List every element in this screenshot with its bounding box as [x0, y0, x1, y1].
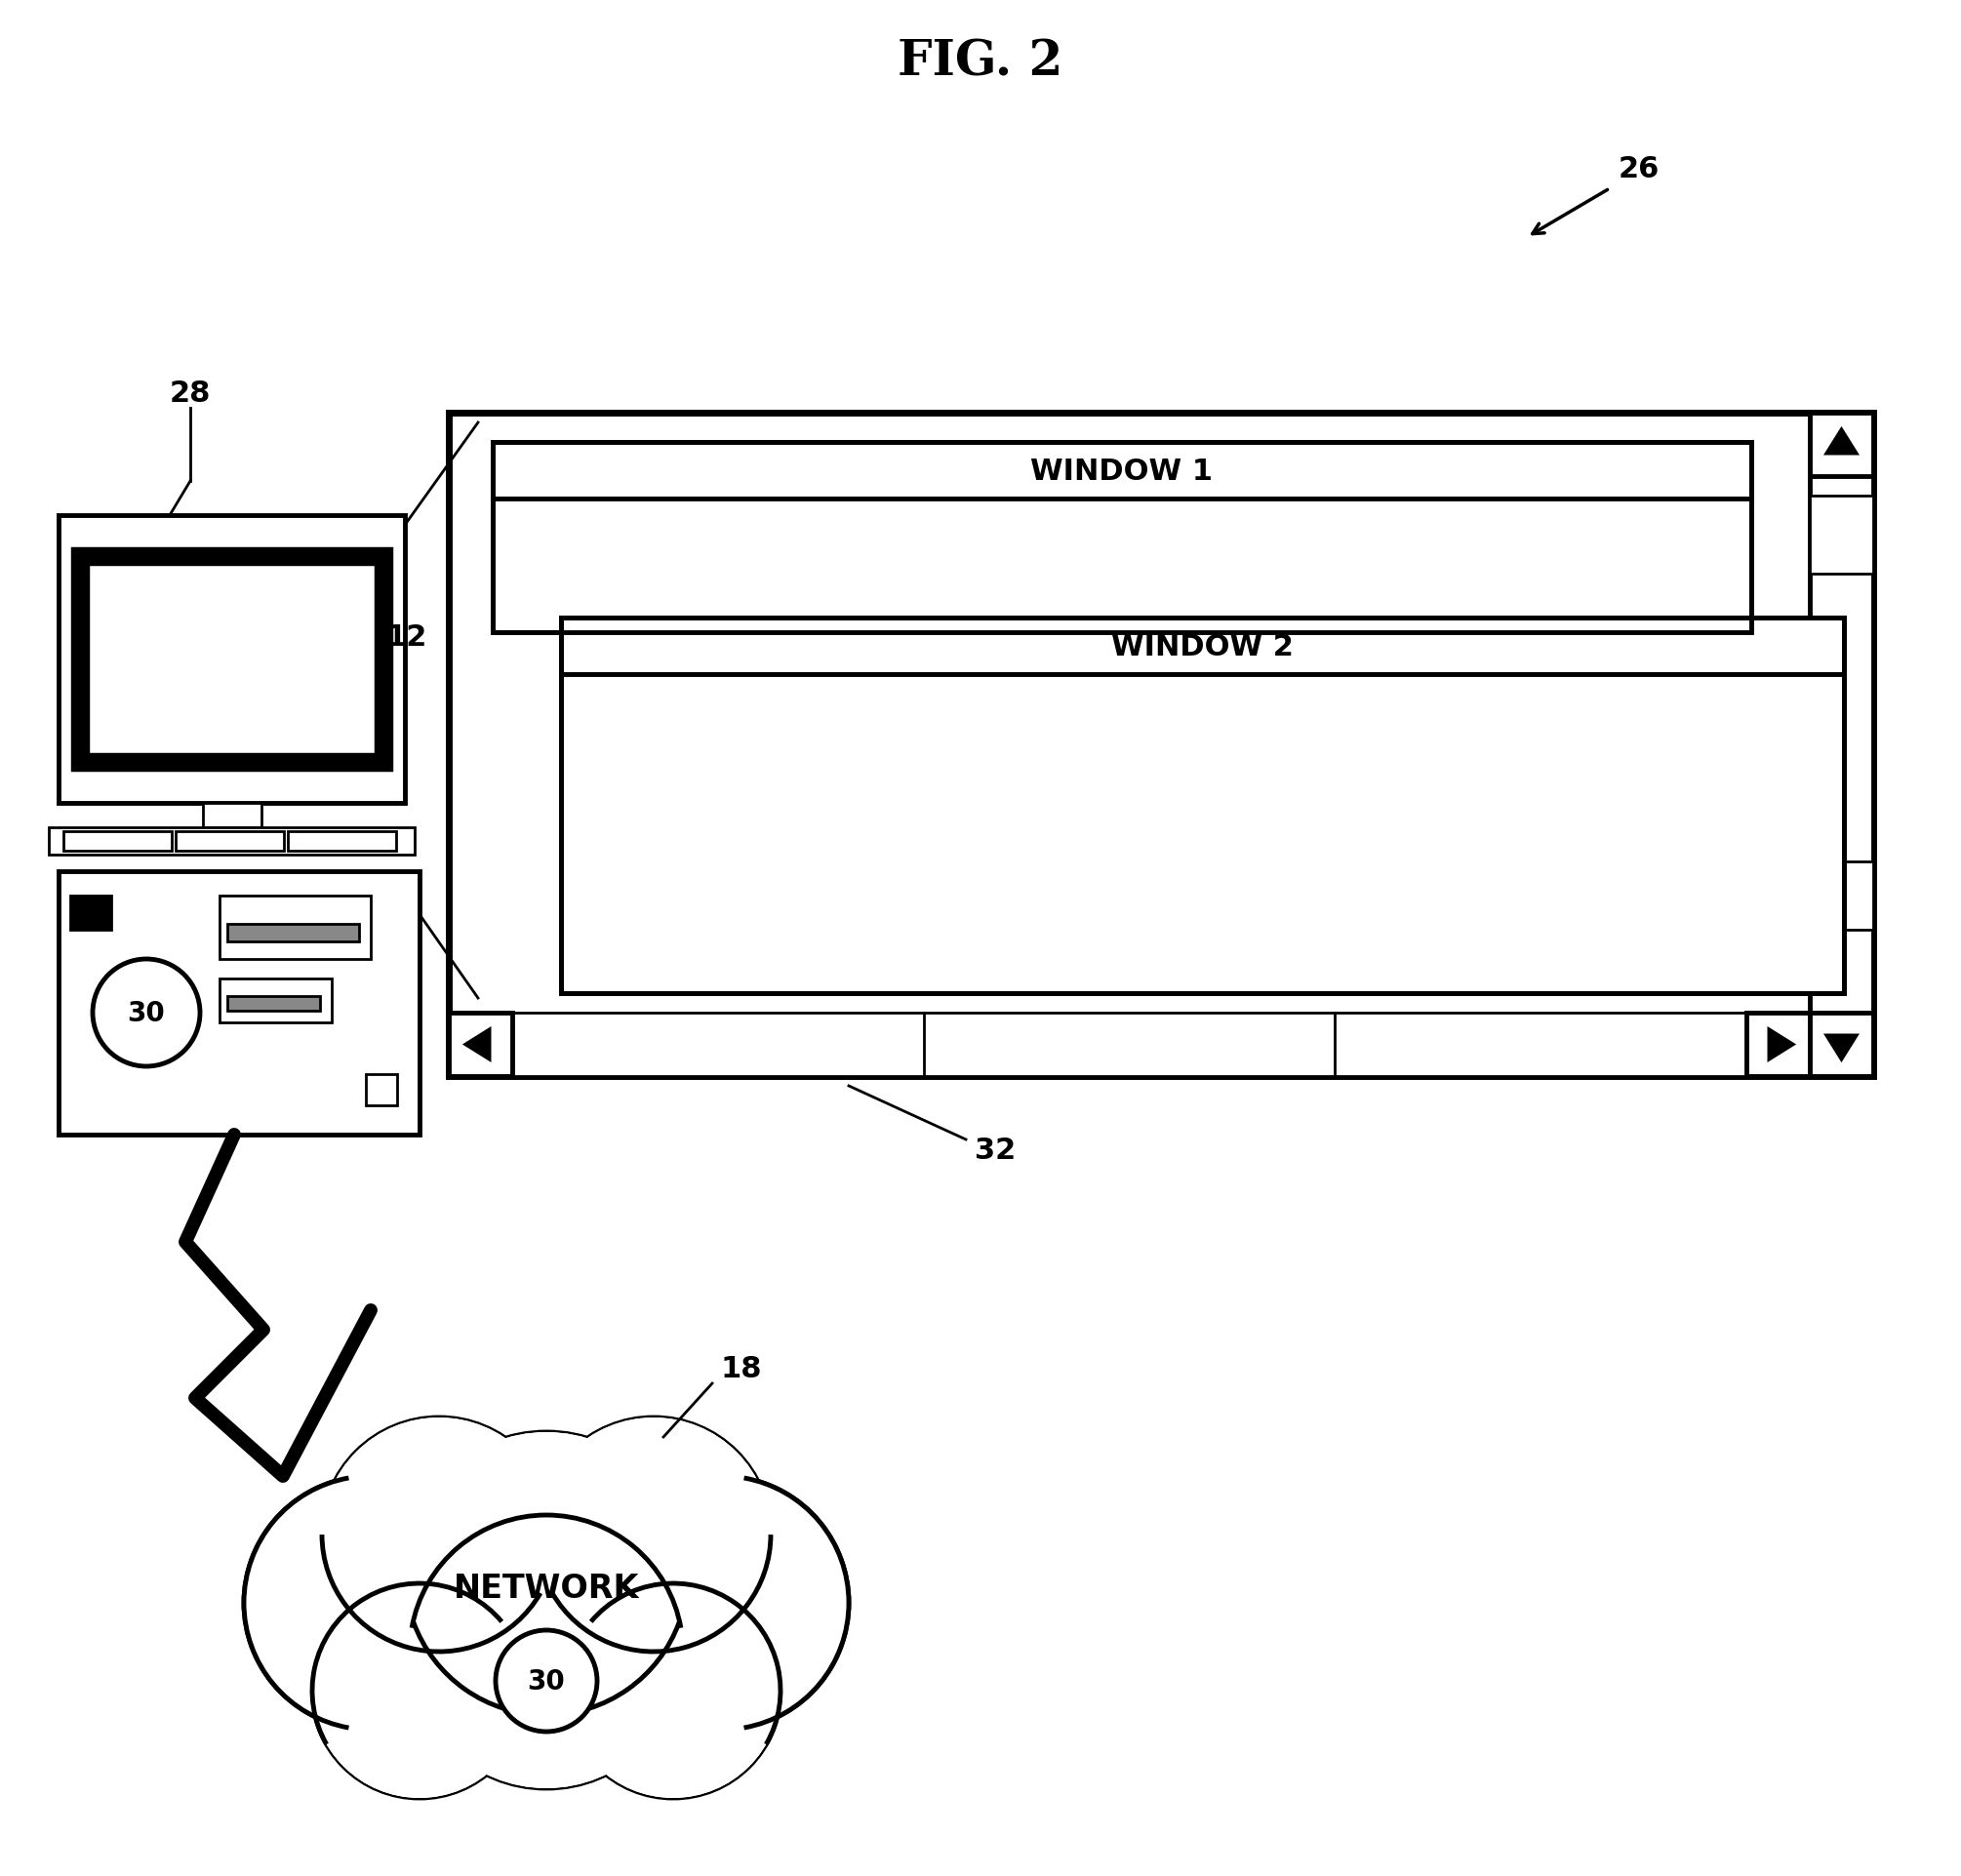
- Bar: [561, 619, 1843, 675]
- Circle shape: [92, 959, 200, 1067]
- Bar: [176, 831, 284, 852]
- Bar: [202, 803, 261, 827]
- Text: FIG. 2: FIG. 2: [898, 39, 1063, 86]
- Circle shape: [537, 1418, 771, 1651]
- Bar: [288, 831, 396, 852]
- Bar: [561, 675, 1843, 994]
- Circle shape: [322, 1418, 557, 1651]
- Bar: [512, 1013, 1747, 1077]
- Text: WINDOW 2: WINDOW 2: [1112, 632, 1294, 660]
- Bar: [1810, 413, 1873, 1077]
- Circle shape: [243, 1476, 498, 1730]
- Bar: [1810, 413, 1873, 477]
- Bar: [492, 499, 1751, 632]
- Bar: [220, 897, 371, 959]
- Circle shape: [312, 1583, 528, 1797]
- Circle shape: [567, 1583, 780, 1797]
- Circle shape: [594, 1476, 849, 1730]
- Circle shape: [312, 1583, 528, 1797]
- Bar: [449, 1013, 512, 1077]
- Circle shape: [404, 1433, 688, 1715]
- Text: 28: 28: [169, 379, 212, 409]
- Bar: [561, 619, 1843, 994]
- Bar: [63, 831, 173, 852]
- Polygon shape: [1826, 1036, 1857, 1060]
- Text: NETWORK: NETWORK: [453, 1572, 639, 1604]
- Text: WINDOW 1: WINDOW 1: [1031, 458, 1214, 486]
- Bar: [227, 925, 359, 942]
- Bar: [49, 827, 414, 855]
- Circle shape: [537, 1418, 771, 1651]
- Polygon shape: [1769, 1030, 1794, 1060]
- Circle shape: [410, 1516, 682, 1788]
- Circle shape: [410, 1516, 682, 1788]
- Polygon shape: [1826, 430, 1857, 454]
- Circle shape: [243, 1476, 498, 1730]
- Bar: [1810, 497, 1873, 574]
- Polygon shape: [465, 1030, 490, 1060]
- Circle shape: [594, 1476, 849, 1730]
- Circle shape: [496, 1630, 596, 1732]
- Text: 30: 30: [528, 1668, 565, 1694]
- Bar: [59, 872, 420, 1135]
- Circle shape: [537, 1418, 771, 1651]
- Circle shape: [312, 1583, 528, 1797]
- Bar: [1810, 861, 1873, 930]
- Circle shape: [322, 1418, 557, 1651]
- Circle shape: [594, 1476, 849, 1730]
- Bar: [449, 413, 1873, 1077]
- Bar: [1747, 1013, 1810, 1077]
- Bar: [71, 897, 112, 930]
- Bar: [492, 443, 1751, 632]
- Circle shape: [567, 1583, 780, 1797]
- Text: 12: 12: [386, 623, 427, 651]
- Circle shape: [404, 1433, 688, 1715]
- Circle shape: [410, 1516, 682, 1788]
- Text: 32: 32: [975, 1135, 1016, 1163]
- Text: 18: 18: [722, 1354, 763, 1383]
- Bar: [80, 557, 384, 762]
- Text: 30: 30: [127, 1000, 165, 1026]
- Circle shape: [404, 1433, 688, 1715]
- Bar: [492, 443, 1751, 499]
- Bar: [227, 996, 320, 1011]
- Bar: [1810, 1013, 1873, 1077]
- Bar: [367, 1075, 396, 1105]
- Text: 26: 26: [1618, 156, 1659, 184]
- Circle shape: [322, 1418, 557, 1651]
- Circle shape: [567, 1583, 780, 1797]
- Circle shape: [243, 1476, 498, 1730]
- Bar: [59, 516, 404, 803]
- Bar: [220, 979, 331, 1022]
